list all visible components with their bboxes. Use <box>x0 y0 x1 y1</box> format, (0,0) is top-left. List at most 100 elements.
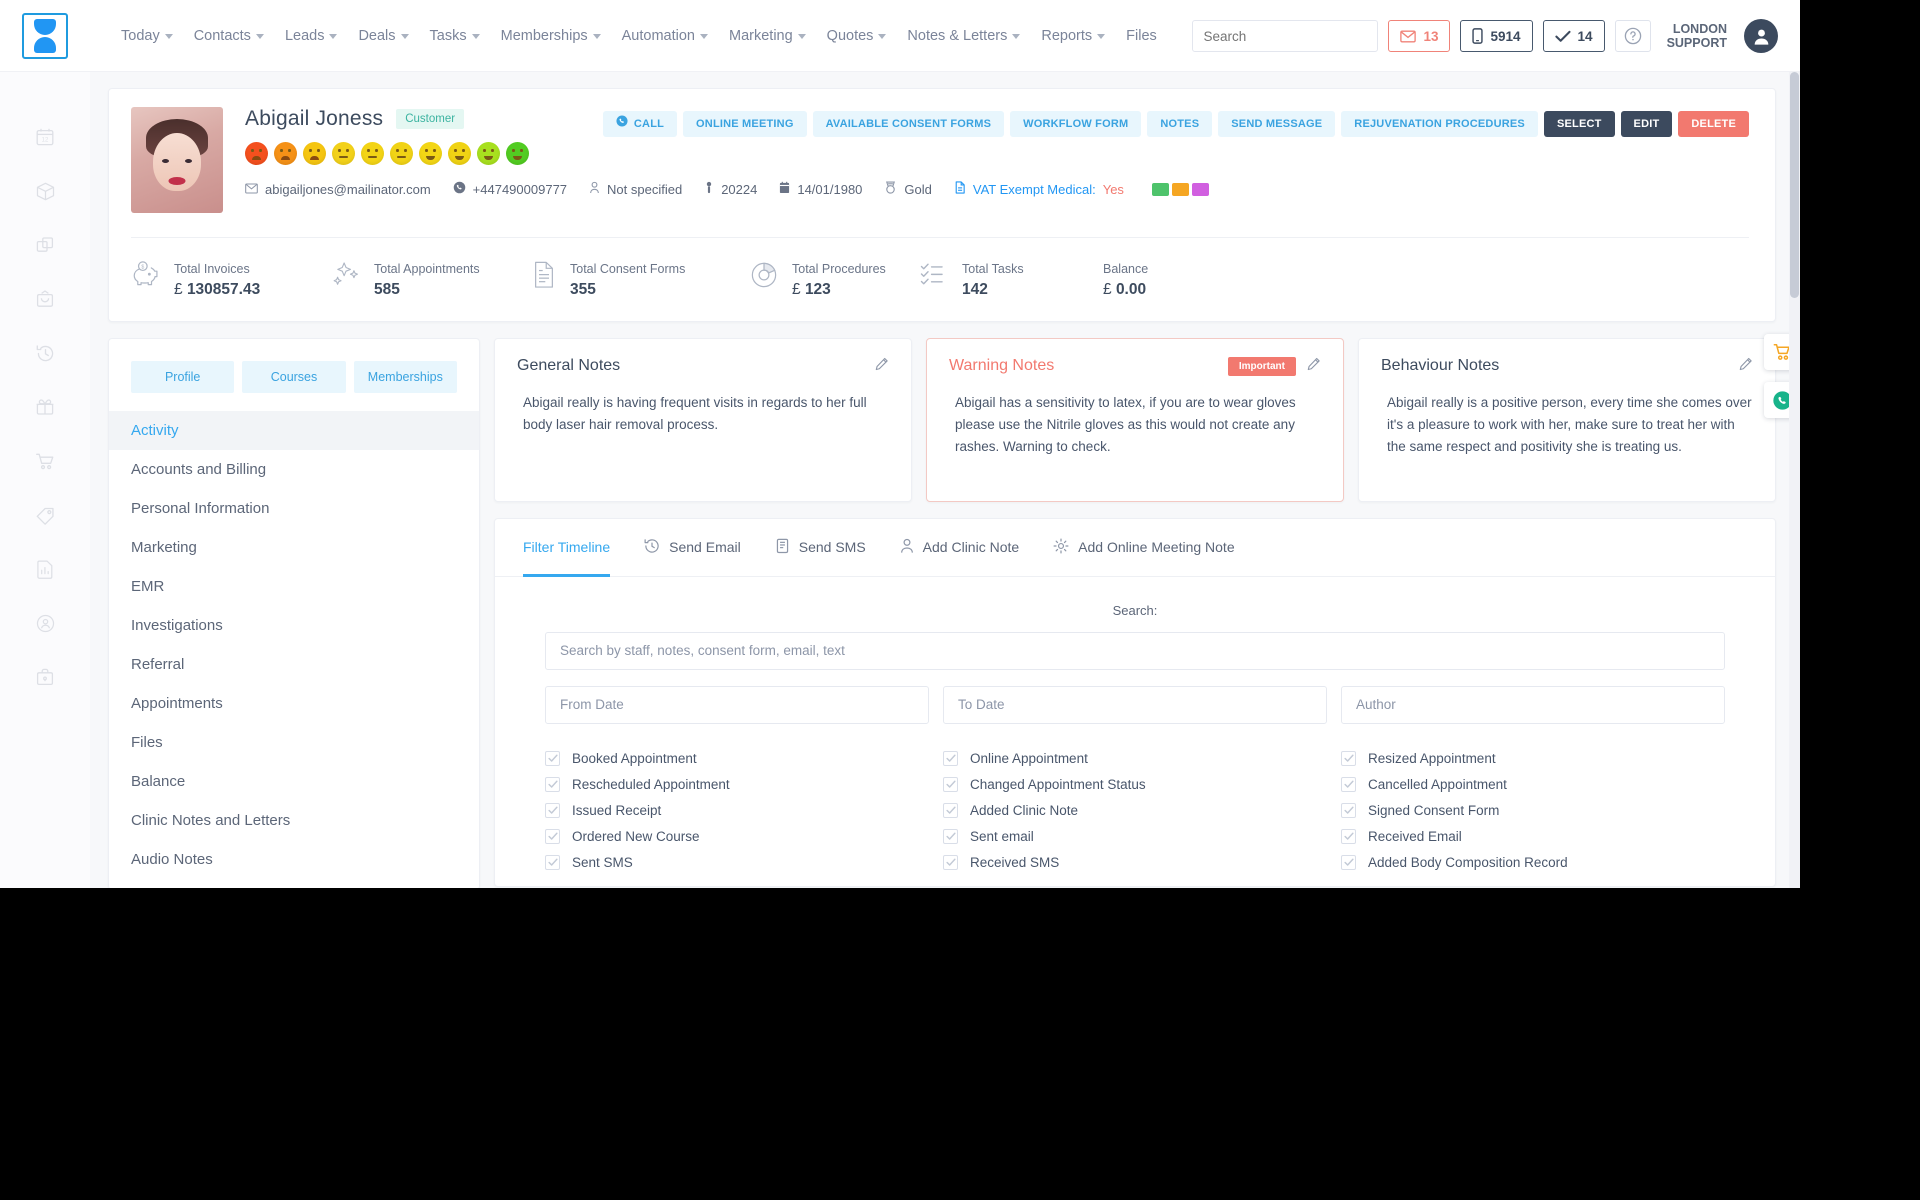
checkbox-rescheduled-appointment[interactable]: Rescheduled Appointment <box>545 772 929 798</box>
satisfaction-rating[interactable] <box>245 142 1749 165</box>
sidebar-item-appointments[interactable]: Appointments <box>131 694 223 712</box>
rating-face-3[interactable] <box>303 142 326 165</box>
to-date-input[interactable] <box>943 685 1327 724</box>
nav-item-tasks[interactable]: Tasks <box>421 22 489 50</box>
sidebar-item-marketing[interactable]: Marketing <box>131 538 197 556</box>
nav-item-files[interactable]: Files <box>1117 22 1166 50</box>
timeline-search-input[interactable] <box>545 631 1725 670</box>
edit-pencil-icon[interactable] <box>875 357 889 376</box>
select-button[interactable]: SELECT <box>1543 111 1615 137</box>
sidebar-item-referral[interactable]: Referral <box>131 655 185 673</box>
nav-item-leads[interactable]: Leads <box>276 22 347 50</box>
tab-send-sms[interactable]: Send SMS <box>775 518 866 576</box>
checkbox-box[interactable] <box>545 751 560 767</box>
pill-profile[interactable]: Profile <box>131 360 235 393</box>
edit-pencil-icon[interactable] <box>1307 357 1321 376</box>
rail-calendar-icon[interactable]: 12 <box>22 110 68 164</box>
checkbox-sent-email[interactable]: Sent email <box>943 824 1327 850</box>
user-avatar[interactable] <box>1744 19 1778 53</box>
app-logo[interactable] <box>0 0 90 72</box>
edit-button[interactable]: EDIT <box>1620 111 1673 137</box>
color-swatch-1[interactable] <box>1151 182 1169 196</box>
checkbox-online-appointment[interactable]: Online Appointment <box>943 746 1327 772</box>
rail-cart-icon[interactable] <box>22 434 68 488</box>
sidebar-item-audio-notes[interactable]: Audio Notes <box>131 850 213 868</box>
sidebar-item-clinic-notes-and-letters[interactable]: Clinic Notes and Letters <box>131 811 291 829</box>
sms-badge[interactable]: 5914 <box>1460 20 1533 52</box>
rating-face-1[interactable] <box>245 142 268 165</box>
sidebar-item-activity[interactable]: Activity <box>109 410 479 450</box>
rating-face-5[interactable] <box>361 142 384 165</box>
rating-face-7[interactable] <box>419 142 442 165</box>
checkbox-box[interactable] <box>1341 751 1356 767</box>
meta-vat-exempt[interactable]: VAT Exempt Medical: Yes <box>954 181 1124 197</box>
rating-face-6[interactable] <box>390 142 413 165</box>
rail-report-icon[interactable] <box>22 542 68 596</box>
pill-courses[interactable]: Courses <box>242 360 346 393</box>
rating-face-2[interactable] <box>274 142 297 165</box>
checkbox-booked-appointment[interactable]: Booked Appointment <box>545 746 929 772</box>
rail-history-icon[interactable] <box>22 326 68 380</box>
sidebar-item-files[interactable]: Files <box>131 733 163 751</box>
color-swatch-3[interactable] <box>1191 182 1209 196</box>
color-swatch-2[interactable] <box>1171 182 1189 196</box>
checkbox-received-email[interactable]: Received Email <box>1341 824 1725 850</box>
global-search[interactable] <box>1192 20 1379 52</box>
sidebar-item-balance[interactable]: Balance <box>131 772 186 790</box>
scrollbar-thumb[interactable] <box>1790 72 1799 298</box>
rejuvenation-procedures-button[interactable]: REJUVENATION PROCEDURES <box>1341 111 1538 137</box>
author-input[interactable] <box>1341 685 1725 724</box>
call-button[interactable]: CALL <box>602 111 678 137</box>
checkbox-ordered-new-course[interactable]: Ordered New Course <box>545 824 929 850</box>
nav-item-memberships[interactable]: Memberships <box>492 22 610 50</box>
checkbox-added-clinic-note[interactable]: Added Clinic Note <box>943 798 1327 824</box>
notes-button[interactable]: NOTES <box>1147 111 1213 137</box>
rail-tag-icon[interactable] <box>22 488 68 542</box>
nav-item-automation[interactable]: Automation <box>613 22 717 50</box>
rating-face-8[interactable] <box>448 142 471 165</box>
sidebar-item-emr[interactable]: EMR <box>131 577 165 595</box>
checkbox-received-sms[interactable]: Received SMS <box>943 850 1327 876</box>
checkbox-box[interactable] <box>943 855 958 871</box>
checkbox-box[interactable] <box>943 829 958 845</box>
rail-basket-icon[interactable] <box>22 272 68 326</box>
checkbox-resized-appointment[interactable]: Resized Appointment <box>1341 746 1725 772</box>
checkbox-box[interactable] <box>545 829 560 845</box>
nav-item-quotes[interactable]: Quotes <box>818 22 896 50</box>
checkbox-signed-consent-form[interactable]: Signed Consent Form <box>1341 798 1725 824</box>
help-badge[interactable] <box>1614 20 1651 52</box>
search-input[interactable] <box>1193 21 1378 51</box>
checkbox-issued-receipt[interactable]: Issued Receipt <box>545 798 929 824</box>
delete-button[interactable]: DELETE <box>1678 111 1749 137</box>
checkbox-box[interactable] <box>545 777 560 793</box>
rating-face-10[interactable] <box>506 142 529 165</box>
nav-item-reports[interactable]: Reports <box>1032 22 1114 50</box>
tab-add-online-meeting-note[interactable]: Add Online Meeting Note <box>1053 518 1235 576</box>
sidebar-item-personal-information[interactable]: Personal Information <box>131 499 270 517</box>
checkbox-box[interactable] <box>1341 777 1356 793</box>
tab-send-email[interactable]: Send Email <box>644 518 741 576</box>
rail-copy-icon[interactable] <box>22 218 68 272</box>
mail-badge[interactable]: 13 <box>1388 20 1451 52</box>
checkbox-cancelled-appointment[interactable]: Cancelled Appointment <box>1341 772 1725 798</box>
checkbox-sent-sms[interactable]: Sent SMS <box>545 850 929 876</box>
nav-item-marketing[interactable]: Marketing <box>720 22 815 50</box>
from-date-input[interactable] <box>545 685 929 724</box>
nav-item-contacts[interactable]: Contacts <box>185 22 273 50</box>
available-consent-forms-button[interactable]: AVAILABLE CONSENT FORMS <box>812 111 1005 137</box>
checkbox-box[interactable] <box>545 855 560 871</box>
checkbox-box[interactable] <box>943 803 958 819</box>
page-scrollbar[interactable] <box>1789 72 1800 888</box>
online-meeting-button[interactable]: ONLINE MEETING <box>683 111 807 137</box>
sidebar-item-investigations[interactable]: Investigations <box>131 616 223 634</box>
sidebar-item-accounts-and-billing[interactable]: Accounts and Billing <box>131 460 267 478</box>
nav-item-deals[interactable]: Deals <box>349 22 417 50</box>
nav-item-notes-letters[interactable]: Notes & Letters <box>898 22 1029 50</box>
checkbox-box[interactable] <box>943 751 958 767</box>
nav-item-today[interactable]: Today <box>112 22 182 50</box>
pill-memberships[interactable]: Memberships <box>353 360 457 393</box>
send-message-button[interactable]: SEND MESSAGE <box>1218 111 1336 137</box>
rail-briefcase-lock-icon[interactable] <box>22 650 68 704</box>
checkbox-box[interactable] <box>1341 855 1356 871</box>
tasks-badge[interactable]: 14 <box>1542 20 1605 52</box>
